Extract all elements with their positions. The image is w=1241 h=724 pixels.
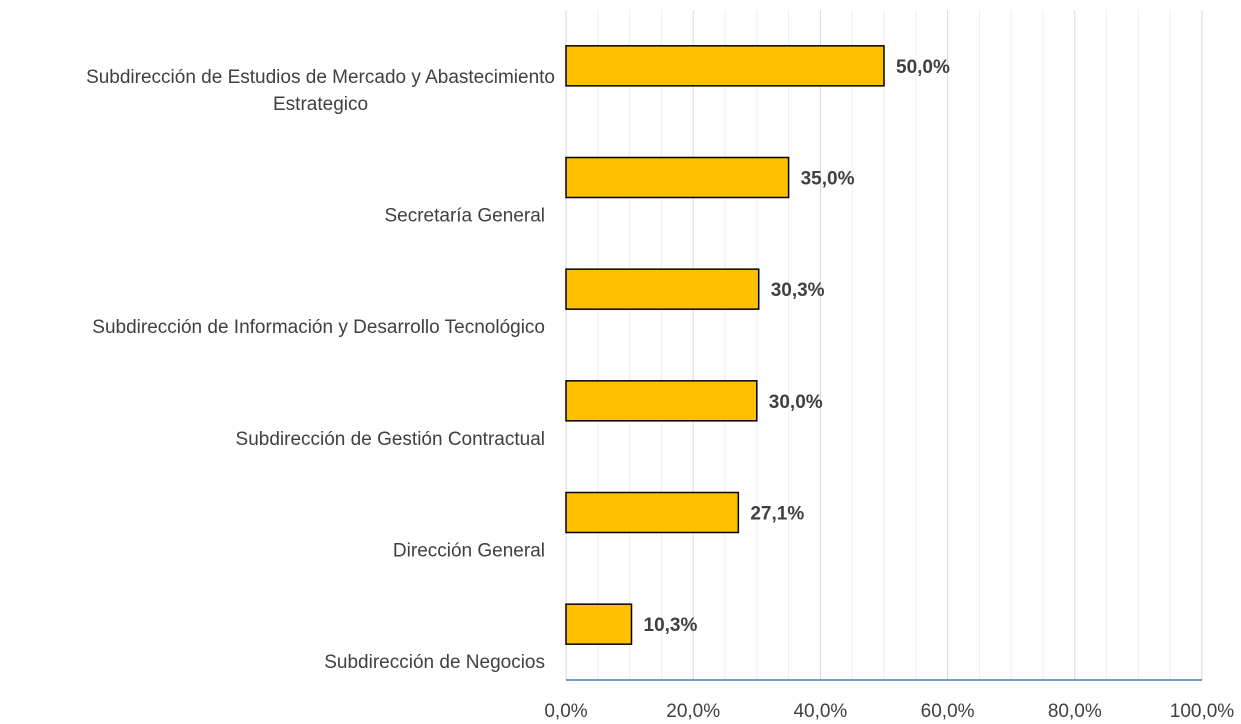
label-line: Estrategico [273, 94, 368, 115]
value-label: 10,3% [644, 615, 698, 636]
y-tick-label: Subdirección de Gestión Contractual [236, 429, 545, 450]
y-tick-label: Subdirección de Negocios [324, 652, 545, 673]
y-tick-label: Dirección General [393, 541, 545, 562]
value-label: 50,0% [896, 57, 950, 78]
bar [565, 491, 740, 534]
x-tick-label: 20,0% [666, 701, 720, 722]
label-line: Subdirección de Estudios de Mercado y Ab… [86, 67, 555, 88]
value-label: 35,0% [801, 169, 855, 190]
x-tick-label: 100,0% [1170, 701, 1235, 722]
bar [565, 45, 885, 87]
y-tick-label: Subdirección de Estudios de Mercado y Ab… [86, 67, 555, 115]
x-tick-label: 80,0% [1048, 701, 1102, 722]
y-tick-label: Subdirección de Información y Desarrollo… [92, 317, 545, 338]
value-label: 30,0% [769, 392, 823, 413]
x-tick-label: 40,0% [793, 701, 847, 722]
bar [565, 268, 760, 310]
bar [565, 380, 758, 422]
value-label: 30,3% [771, 280, 825, 301]
x-tick-label: 60,0% [921, 701, 975, 722]
y-tick-label: Secretaría General [384, 206, 545, 227]
value-label: 27,1% [750, 504, 804, 525]
bar [565, 603, 633, 645]
x-tick-label: 0,0% [544, 701, 587, 722]
bar [565, 156, 790, 199]
